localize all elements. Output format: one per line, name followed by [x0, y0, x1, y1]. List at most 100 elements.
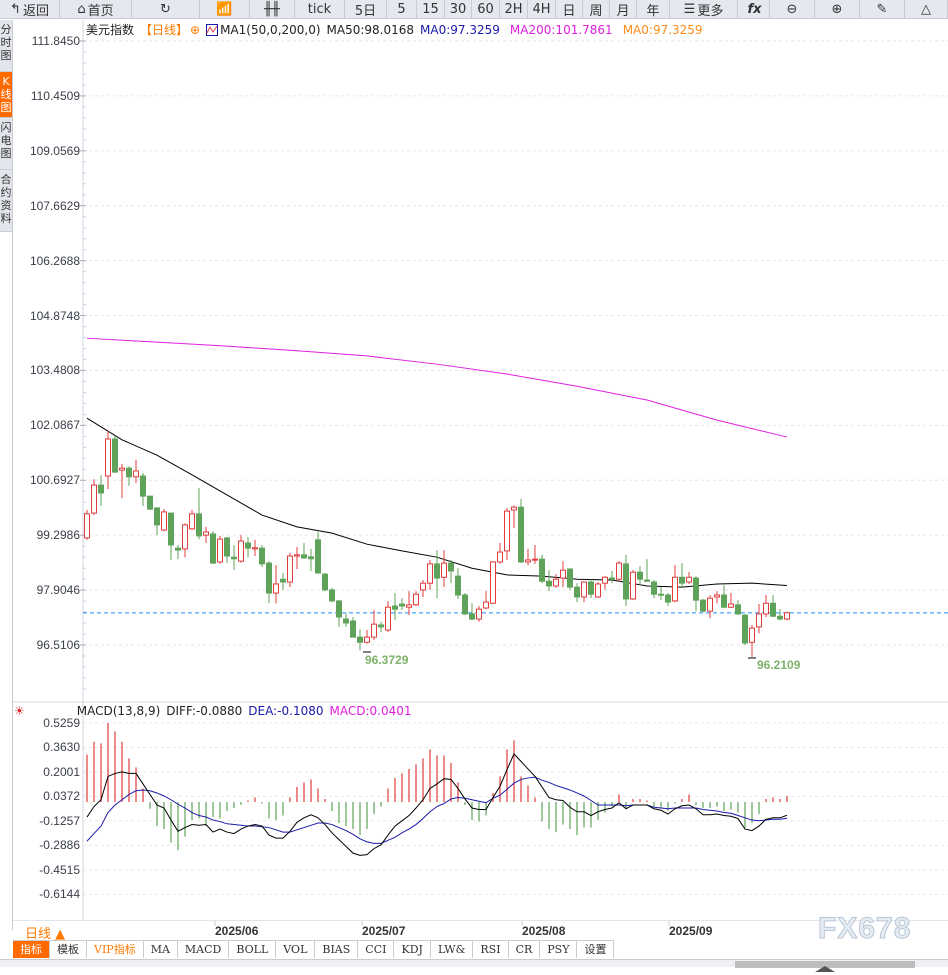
- candle-body: [392, 605, 398, 610]
- toolbar-button-fx[interactable]: fx: [738, 0, 770, 19]
- candle: [658, 587, 664, 601]
- toolbar-button-周[interactable]: 周: [583, 0, 610, 19]
- toolbar-button-返回[interactable]: ↰ 返回: [0, 0, 60, 19]
- toolbar-button-tick[interactable]: tick: [295, 0, 345, 19]
- period-selector[interactable]: 日线 ▲: [25, 927, 66, 942]
- candle-body: [644, 579, 650, 582]
- back-arrow-icon: ↰: [10, 2, 21, 17]
- toolbar-button-年[interactable]: 年: [637, 0, 670, 19]
- tab-vol[interactable]: VOL: [276, 941, 316, 958]
- tab-指标[interactable]: 指标: [13, 941, 50, 958]
- toolbar-button-30[interactable]: 30: [445, 0, 472, 19]
- toolbar-button-triangle[interactable]: △: [905, 0, 948, 19]
- tab-cr[interactable]: CR: [509, 941, 541, 958]
- sidebar-item-2[interactable]: 闪电图: [0, 118, 12, 170]
- candle: [525, 548, 531, 566]
- tab-kdj[interactable]: KDJ: [394, 941, 431, 958]
- candle-body: [588, 581, 594, 595]
- tab-模板[interactable]: 模板: [50, 941, 87, 958]
- sidebar-item-1[interactable]: K线图: [0, 72, 12, 118]
- candle: [560, 561, 566, 588]
- candle: [448, 559, 454, 584]
- tab-cci[interactable]: CCI: [358, 941, 395, 958]
- candle-body: [693, 577, 699, 601]
- candle: [399, 598, 405, 610]
- candle-body: [252, 547, 258, 550]
- candle-body: [224, 537, 230, 557]
- candle-body: [350, 620, 356, 638]
- macd-name: MACD(13,8,9): [76, 704, 161, 718]
- toolbar-button-4H[interactable]: 4H: [528, 0, 556, 19]
- toolbar-button-2H[interactable]: 2H: [500, 0, 528, 19]
- candle: [98, 475, 104, 506]
- candle-body: [203, 531, 209, 536]
- diff-line: [86, 752, 788, 856]
- indicator-settings-icon[interactable]: [206, 23, 219, 36]
- candle-body: [567, 568, 573, 588]
- candle-body: [301, 554, 307, 559]
- candle: [217, 535, 223, 564]
- crosshair-icon[interactable]: ⊕: [190, 22, 201, 37]
- candle: [294, 546, 300, 570]
- candle: [406, 591, 412, 616]
- candle-body: [658, 593, 664, 596]
- candle-body: [189, 513, 195, 530]
- candle-body: [322, 573, 328, 591]
- toolbar-button-15[interactable]: 15: [417, 0, 445, 19]
- tab-macd[interactable]: MACD: [178, 941, 230, 958]
- diff-value: DIFF:-0.0880: [166, 704, 243, 718]
- toolbar-label: 5: [397, 2, 406, 17]
- tab-ma[interactable]: MA: [144, 941, 178, 958]
- indicator-toggle-icon[interactable]: ☀: [14, 704, 25, 718]
- candle: [91, 479, 97, 516]
- sidebar-item-3[interactable]: 合约资料: [0, 170, 12, 232]
- candle-body: [539, 558, 545, 582]
- toolbar-label: 4H: [532, 2, 551, 17]
- tab-lw&[interactable]: LW&: [431, 941, 474, 958]
- candle: [616, 561, 622, 582]
- toolbar-button-zoom-in[interactable]: ⊕: [815, 0, 860, 19]
- candle: [245, 537, 251, 558]
- tab-vip指标[interactable]: VIP指标: [87, 941, 144, 958]
- macd-legend: ☀ MACD(13,8,9) DIFF:-0.0880 DEA:-0.1080 …: [14, 704, 418, 718]
- toolbar-button-首页[interactable]: ⌂ 首页: [60, 0, 132, 19]
- candle-body: [245, 542, 251, 549]
- candle: [280, 572, 286, 590]
- toolbar-button-zoom-out[interactable]: ⊖: [770, 0, 815, 19]
- candle: [581, 581, 587, 603]
- candle: [301, 543, 307, 559]
- toolbar-button-日[interactable]: 日: [556, 0, 583, 19]
- candle-body: [434, 563, 440, 579]
- toolbar-button-candlestick[interactable]: ╫╫: [250, 0, 295, 19]
- toolbar-button-更多[interactable]: ☰ 更多: [670, 0, 738, 19]
- toolbar-button-5[interactable]: 5: [387, 0, 417, 19]
- sidebar-item-0[interactable]: 分时图: [0, 20, 12, 72]
- toolbar-button-refresh[interactable]: ↻: [132, 0, 200, 19]
- macd-tick-label: 0.5259: [43, 715, 80, 730]
- toolbar-button-月[interactable]: 月: [610, 0, 637, 19]
- candle: [735, 600, 741, 616]
- candle-body: [154, 507, 160, 526]
- candle: [175, 544, 181, 560]
- tab-bias[interactable]: BIAS: [315, 941, 359, 958]
- candle: [105, 431, 111, 490]
- candle-body: [175, 547, 181, 551]
- ma0-value-2: MA0:97.3259: [622, 22, 703, 37]
- candle: [567, 568, 573, 590]
- candle-body: [448, 562, 454, 572]
- candle-body: [133, 470, 139, 478]
- toolbar-button-5日[interactable]: 5日: [345, 0, 387, 19]
- candle: [623, 554, 629, 607]
- horizontal-scrollbar[interactable]: [0, 959, 948, 972]
- tab-psy[interactable]: PSY: [540, 941, 578, 958]
- candle: [329, 587, 335, 603]
- toolbar-button-bar-chart[interactable]: 📶: [200, 0, 250, 19]
- candle: [231, 544, 237, 571]
- candle-body: [784, 612, 790, 620]
- tab-boll[interactable]: BOLL: [229, 941, 277, 958]
- toolbar-button-60[interactable]: 60: [472, 0, 500, 19]
- tab-设置[interactable]: 设置: [577, 941, 615, 958]
- tab-rsi[interactable]: RSI: [473, 941, 509, 958]
- toolbar-button-pencil[interactable]: ✎: [860, 0, 905, 19]
